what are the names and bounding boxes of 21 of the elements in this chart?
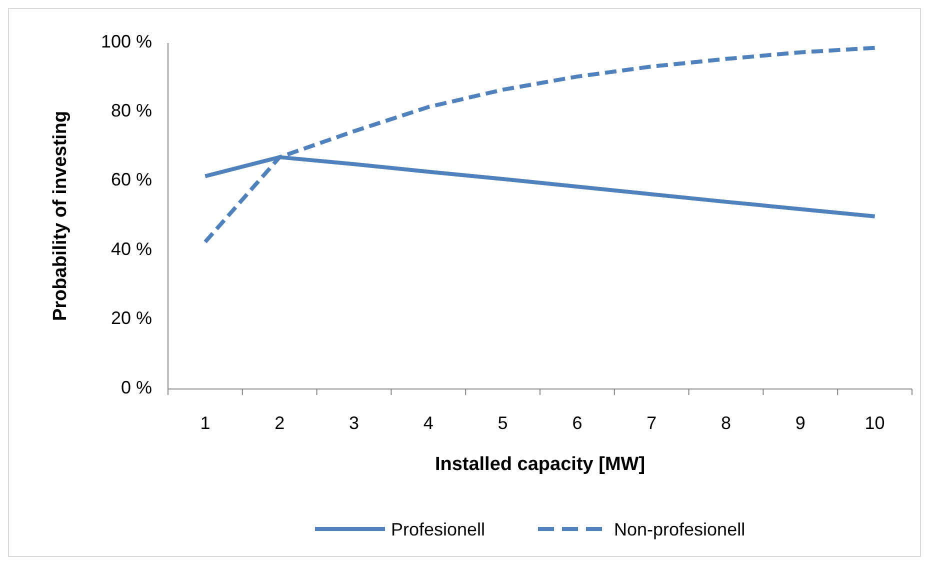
y-tick-label: 0 % [120,377,152,398]
line-series [203,46,877,244]
legend-label: Profesionell [391,519,486,540]
x-tick-label: 1 [200,413,210,433]
y-axis-title: Probability of investing [50,110,71,322]
x-tick-label: 8 [720,413,732,433]
y-tick-label: 20 % [110,308,152,328]
x-tick-label: 5 [498,413,508,433]
x-axis-title: Installed capacity [MW] [434,454,646,475]
y-tick-label: 80 % [110,100,152,121]
x-tick-label: 9 [795,413,806,433]
x-tick-label: 6 [572,413,582,433]
y-tick-label: 100 % [100,31,152,52]
x-tick-label: 2 [274,413,285,433]
x-tick-label: 3 [348,413,360,433]
x-tick-label: 7 [646,413,657,433]
x-tick-label: 4 [423,413,434,433]
x-tick-label: 10 [864,413,885,433]
y-tick-label: 40 % [110,238,152,259]
y-tick-label: 60 % [110,170,152,190]
legend-label: Non-profesionell [614,519,746,540]
